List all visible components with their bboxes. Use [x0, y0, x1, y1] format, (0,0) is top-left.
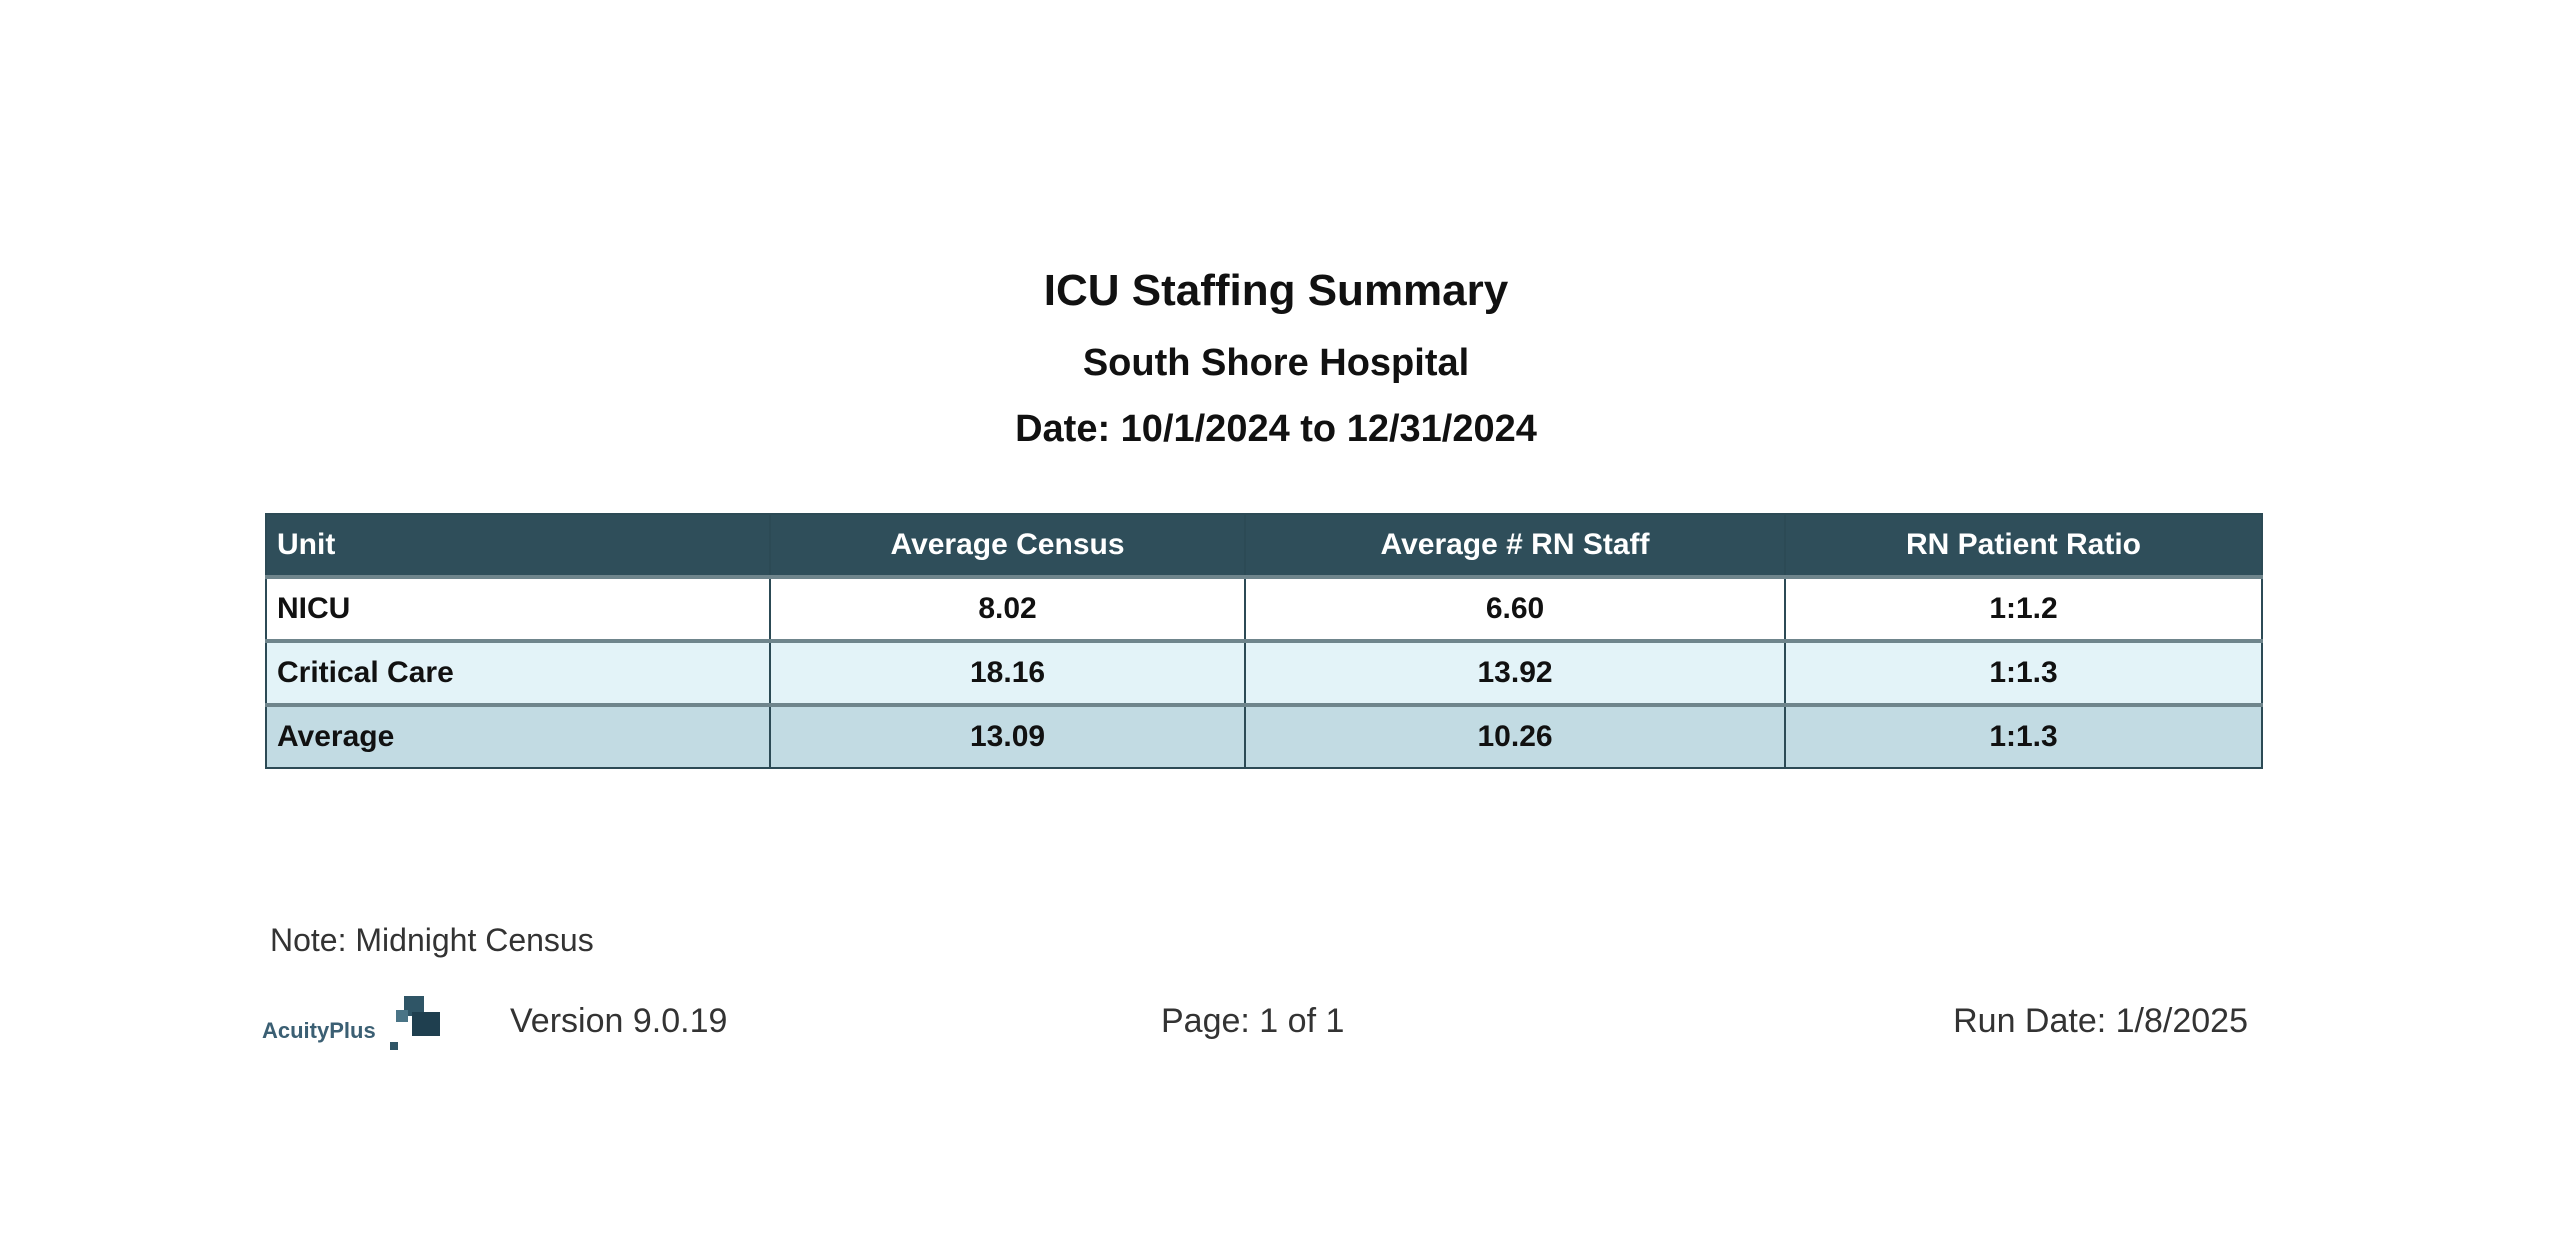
column-header: RN Patient Ratio — [1784, 513, 2263, 578]
table-cell: 10.26 — [1244, 703, 1787, 769]
table-row-average: Average 13.09 10.26 1:1.3 — [265, 703, 2263, 769]
table-header-row: Unit Average Census Average # RN Staff R… — [265, 513, 2263, 578]
logo-cross-icon — [390, 996, 440, 1050]
table-cell: 6.60 — [1244, 575, 1787, 642]
column-header: Average Census — [768, 513, 1247, 578]
report-subtitle: South Shore Hospital — [1082, 342, 1470, 384]
column-header: Unit — [265, 513, 771, 578]
table-row: NICU 8.02 6.60 1:1.2 — [265, 575, 2263, 642]
table-cell: 13.09 — [768, 703, 1247, 769]
table-cell: NICU — [265, 575, 771, 642]
acuityplus-logo: AcuityPlus — [262, 992, 452, 1062]
table-cell: 1:1.3 — [1784, 639, 2263, 706]
column-header: Average # RN Staff — [1244, 513, 1787, 578]
logo-text: AcuityPlus — [262, 1018, 376, 1043]
report-title: ICU Staffing Summary — [1043, 266, 1509, 315]
run-date: Run Date: 1/8/2025 — [1953, 1002, 2248, 1040]
table-cell: 18.16 — [768, 639, 1247, 706]
table-cell: 13.92 — [1244, 639, 1787, 706]
note: Note: Midnight Census — [270, 922, 594, 958]
table-cell: 8.02 — [768, 575, 1247, 642]
table-row: Critical Care 18.16 13.92 1:1.3 — [265, 639, 2263, 706]
table-cell: 1:1.3 — [1784, 703, 2263, 769]
table-cell: Critical Care — [265, 639, 771, 706]
version-label: Version 9.0.19 — [510, 1002, 728, 1040]
staffing-table: Unit Average Census Average # RN Staff R… — [265, 513, 2263, 769]
table-cell: 1:1.2 — [1784, 575, 2263, 642]
page-number: Page: 1 of 1 — [1161, 1002, 1345, 1040]
report-date-range: Date: 10/1/2024 to 12/31/2024 — [1015, 408, 1537, 450]
table-cell: Average — [265, 703, 771, 769]
